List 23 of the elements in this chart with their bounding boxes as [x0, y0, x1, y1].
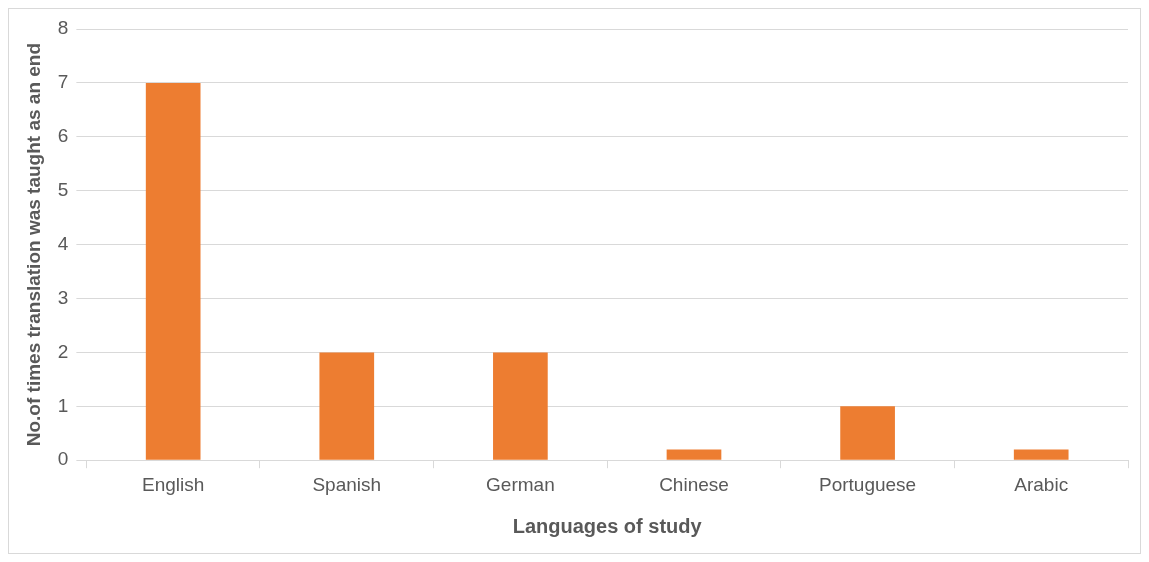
x-axis-title: Languages of study: [512, 514, 703, 537]
x-tick-label: Spanish: [312, 473, 382, 495]
bar: [1013, 449, 1069, 460]
bar: [493, 352, 548, 460]
bar: [319, 352, 375, 460]
y-tick-label: 8: [57, 17, 69, 39]
x-tick-label: German: [486, 473, 555, 495]
y-tick-label: 7: [57, 71, 69, 93]
y-tick-label: 5: [57, 178, 69, 200]
x-tick-label: Chinese: [659, 473, 729, 495]
y-axis-title: No.of times translation was taught as an end: [22, 42, 44, 447]
bar: [666, 449, 722, 460]
y-tick-label: 0: [57, 448, 69, 470]
y-tick-label: 4: [57, 232, 69, 254]
x-tick-label: Arabic: [1014, 473, 1069, 495]
x-tick-label: Portuguese: [819, 473, 917, 495]
y-tick-label: 2: [57, 340, 69, 362]
y-tick-label: 3: [57, 286, 69, 308]
x-tick-label: English: [142, 473, 205, 495]
y-tick-label: 1: [57, 394, 69, 416]
bar: [840, 406, 895, 460]
y-tick-label: 6: [57, 125, 69, 147]
bar: [145, 82, 201, 460]
